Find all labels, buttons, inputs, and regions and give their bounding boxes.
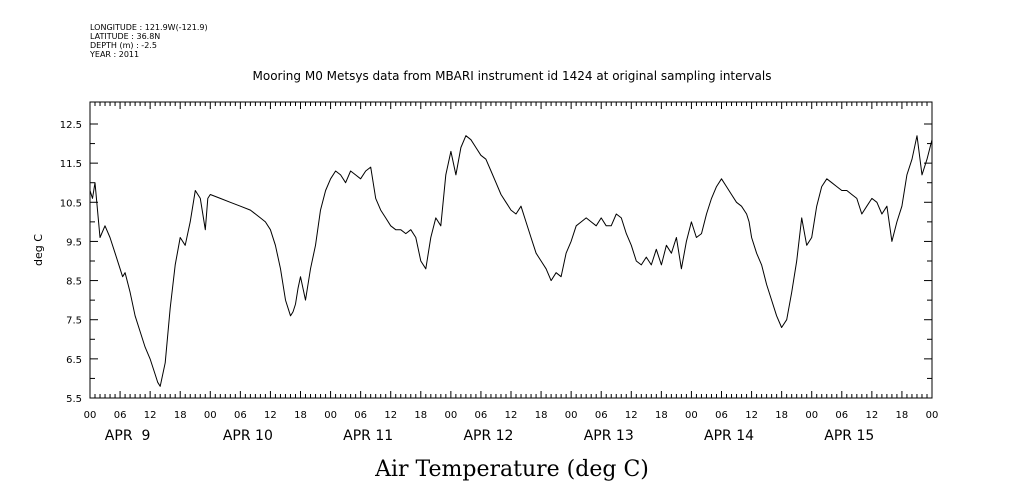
x-tick-label: 12 [505, 410, 518, 421]
x-tick-label: 00 [84, 410, 97, 421]
x-tick-label: 12 [144, 410, 157, 421]
x-tick-label: 00 [204, 410, 217, 421]
plot-frame [89, 101, 933, 399]
x-tick-label: 00 [805, 410, 818, 421]
y-tick-label: 5.5 [66, 394, 82, 405]
series-layer [89, 135, 933, 387]
x-tick-label: 12 [384, 410, 397, 421]
series-line [89, 135, 933, 387]
x-tick-label: 00 [926, 410, 939, 421]
x-tick-label: 18 [775, 410, 788, 421]
x-tick-label: 06 [475, 410, 488, 421]
x-tick-label: 06 [715, 410, 728, 421]
x-day-label: APR 9 [105, 428, 151, 444]
x-day-label: APR 13 [584, 428, 634, 444]
x-tick-label: 06 [354, 410, 367, 421]
info-latitude: LATITUDE : 36.8N [90, 32, 160, 41]
x-day-label: APR 11 [343, 428, 393, 444]
x-tick-label: 00 [444, 410, 457, 421]
x-tick-label: 12 [745, 410, 758, 421]
x-tick-label: 18 [535, 410, 548, 421]
info-depth: DEPTH (m) : -2.5 [90, 41, 157, 50]
x-tick-label: 12 [264, 410, 277, 421]
x-tick-label: 18 [174, 410, 187, 421]
x-tick-label: 06 [835, 410, 848, 421]
info-year: YEAR : 2011 [89, 50, 139, 59]
y-tick-label: 7.5 [66, 316, 82, 327]
x-tick-label: 06 [114, 410, 127, 421]
x-day-label: APR 14 [704, 428, 754, 444]
x-tick-label: 00 [324, 410, 337, 421]
y-axis-label: deg C [32, 234, 45, 266]
x-day-label: APR 15 [824, 428, 874, 444]
x-day-label: APR 10 [223, 428, 273, 444]
y-tick-label: 10.5 [60, 198, 82, 209]
x-tick-label: 18 [655, 410, 668, 421]
x-tick-label: 06 [234, 410, 247, 421]
x-tick-label: 12 [865, 410, 878, 421]
chart-caption: Air Temperature (deg C) [374, 457, 649, 482]
chart-title: Mooring M0 Metsys data from MBARI instru… [253, 69, 772, 83]
x-day-label: APR 12 [463, 428, 513, 444]
y-tick-label: 9.5 [66, 237, 82, 248]
y-tick-label: 12.5 [60, 120, 82, 131]
x-tick-label: 18 [414, 410, 427, 421]
x-tick-label: 18 [896, 410, 909, 421]
y-tick-label: 6.5 [66, 355, 82, 366]
x-tick-label: 18 [294, 410, 307, 421]
y-tick-label: 11.5 [60, 159, 82, 170]
x-axis: 00 06 12 18 00 06 12 18 00 06 12 18 00 06 12 18 00 06 12 18… [84, 102, 939, 444]
x-tick-label: 12 [625, 410, 638, 421]
x-tick-label: 00 [685, 410, 698, 421]
info-longitude: LONGITUDE : 121.9W(-121.9) [90, 23, 208, 32]
x-tick-label: 06 [595, 410, 608, 421]
y-axis: 5.5 6.5 7.5 8.5 9.5 10.5 11.5 12.5 [60, 120, 932, 405]
y-tick-label: 8.5 [66, 277, 82, 288]
x-tick-label: 00 [565, 410, 578, 421]
